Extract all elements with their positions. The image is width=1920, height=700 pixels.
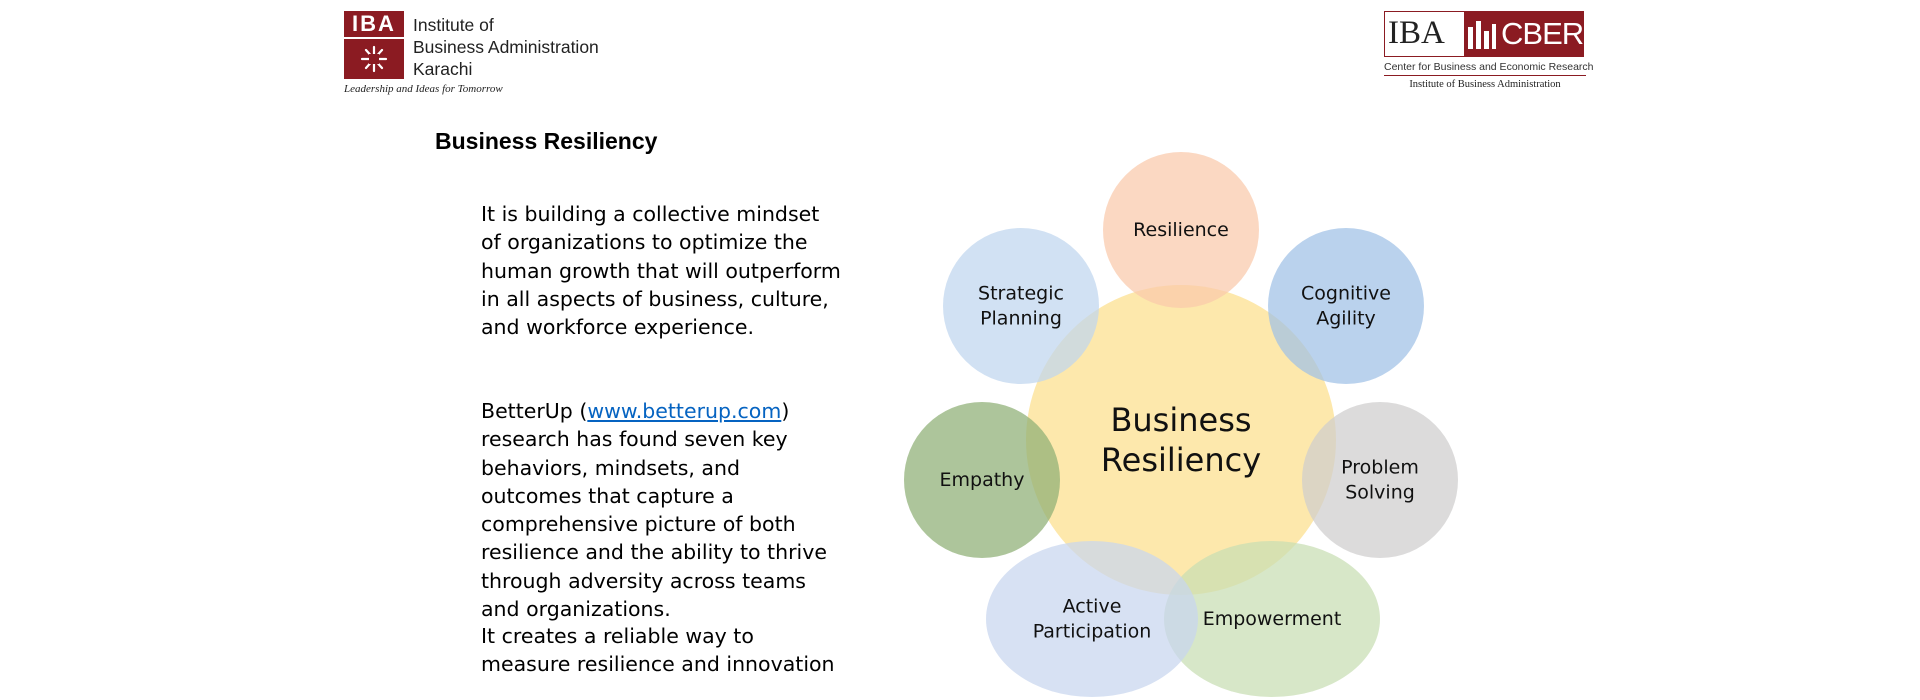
node-problem-solving: Problem Solving [1302,402,1458,558]
iba-logo: IBA Institute of Business Administration… [344,11,604,97]
cber-logo-cber-text: CBER [1501,16,1584,51]
closing-paragraph: It creates a reliable way to measure res… [481,624,835,677]
cber-logo: IBA CBER Center for Business and Economi… [1384,11,1594,97]
node-active-participation-shape [986,541,1198,697]
iba-tagline: Leadership and Ideas for Tomorrow [344,83,503,95]
center-node-business-resiliency-label: Resiliency [1101,441,1261,479]
node-empowerment-shape [1164,541,1380,697]
node-strategic-planning-shape [943,228,1099,384]
node-cognitive-agility-label: Agility [1316,308,1376,330]
node-active-participation: Active Participation [986,541,1198,697]
node-strategic-planning-label: Planning [980,308,1062,330]
node-resilience-label: Resilience [1133,219,1229,241]
node-problem-solving-label: Problem [1341,457,1419,479]
node-cognitive-agility-label: Cognitive [1301,283,1391,305]
cber-subtitle: Center for Business and Economic Researc… [1384,61,1594,76]
node-empathy-label: Empathy [940,469,1025,491]
center-node-business-resiliency-shape [1026,285,1336,595]
node-active-participation-label: Active [1063,596,1122,618]
node-problem-solving-shape [1302,402,1458,558]
iba-institute-name: Institute of Business Administration Kar… [413,15,599,79]
intro-paragraph: It is building a collective mindset of o… [481,202,841,340]
cber-institute: Institute of Business Administration [1409,79,1561,90]
node-cognitive-agility: Cognitive Agility [1268,228,1424,384]
node-empowerment: Empowerment [1164,541,1380,697]
iba-logo-box: IBA [344,11,404,37]
cber-logo-iba-text: IBA [1388,15,1445,51]
page-title: Business Resiliency [435,128,658,154]
node-empowerment-label: Empowerment [1203,608,1342,630]
node-cognitive-agility-shape [1268,228,1424,384]
iba-emblem-icon [344,39,404,79]
node-active-participation-label: Participation [1033,621,1152,643]
node-resilience-shape [1103,152,1259,308]
betterup-link[interactable]: www.betterup.com [587,399,782,423]
research-paragraph: BetterUp (www.betterup.com) research has… [481,399,827,622]
node-empathy: Empathy [904,402,1060,558]
node-strategic-planning-label: Strategic [978,283,1064,305]
bar-chart-icon [1468,21,1496,49]
node-empathy-shape [904,402,1060,558]
node-strategic-planning: Strategic Planning [943,228,1099,384]
node-problem-solving-label: Solving [1345,482,1415,504]
center-node-business-resiliency-label: Business [1110,401,1251,439]
node-resilience: Resilience [1103,152,1259,308]
